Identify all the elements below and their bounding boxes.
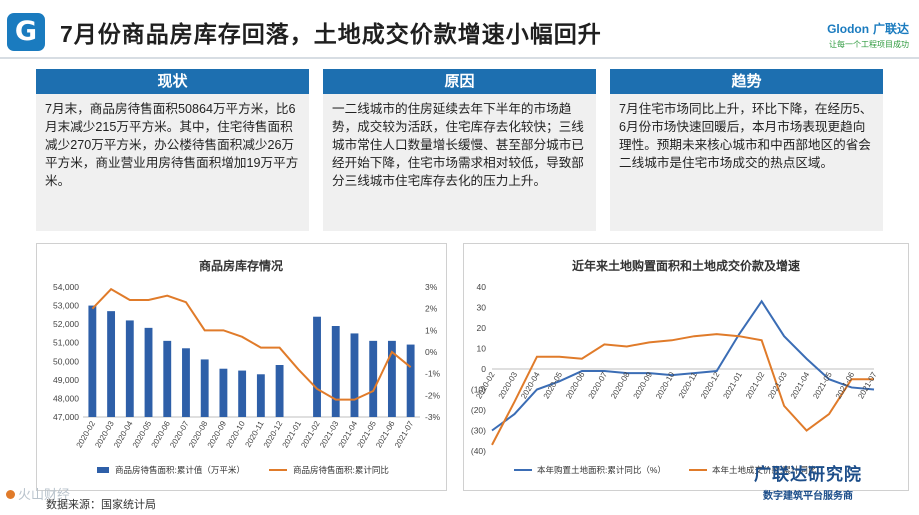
series-line-yoy <box>91 287 412 401</box>
y-tick-left: 50,000 <box>53 356 79 366</box>
chart-title: 商品房库存情况 <box>199 258 283 273</box>
y-tick: (20) <box>471 405 486 415</box>
inventory-chart: 商品房库存情况 47,000 48,000 49,000 50,000 51,000 52,… <box>53 258 441 475</box>
bar <box>387 340 396 417</box>
y-tick: 20 <box>477 323 487 333</box>
y-tick: 10 <box>477 344 487 354</box>
legend-label: 商品房待售面积:累计值（万平米） <box>115 465 245 475</box>
brand-slogan: 让每一个工程项目成功 <box>829 40 909 49</box>
bar <box>107 311 116 417</box>
y-tick-left: 52,000 <box>53 319 79 329</box>
y-tick-left: 54,000 <box>53 282 79 292</box>
x-tick: 2020-03 <box>497 370 520 400</box>
bar <box>182 348 190 417</box>
y-tick-right: 3% <box>425 282 438 292</box>
x-tick: 2021-04 <box>789 370 812 400</box>
y-tick-right: 2% <box>425 304 438 314</box>
x-tick: 2021-05 <box>811 370 834 400</box>
x-tick: 2020-06 <box>564 370 587 400</box>
y-tick: 40 <box>477 282 487 292</box>
watermark-icon <box>6 490 15 499</box>
x-tick: 2021-01 <box>721 370 744 400</box>
bar <box>88 305 97 417</box>
legend-label: 商品房待售面积:累计同比 <box>293 465 389 475</box>
y-tick-right: -2% <box>425 390 441 400</box>
x-tick: 2020-05 <box>542 370 565 400</box>
y-tick-left: 49,000 <box>53 375 79 385</box>
bar <box>369 340 378 417</box>
bar <box>313 316 321 417</box>
y-tick-right: 0% <box>425 347 438 357</box>
y-tick: (10) <box>471 385 486 395</box>
data-source: 数据来源：国家统计局 <box>46 499 156 511</box>
title-divider <box>0 57 919 59</box>
legend-label: 本年土地成交价款:累计同比 <box>712 465 816 475</box>
series-line-area <box>491 299 875 432</box>
x-tick: 2021-02 <box>744 370 767 400</box>
y-tick-left: 51,000 <box>53 338 79 348</box>
card-text: 7月末，商品房待售面积50864万平方米，比6月末减少215万平方米。其中，住宅… <box>45 102 299 188</box>
chart-title: 近年来土地购置面积和土地成交价款及增速 <box>572 258 800 273</box>
brand: Glodon 广联达 让每一个工程项目成功 <box>827 20 909 50</box>
y-tick-left: 48,000 <box>53 393 79 403</box>
y-tick: 30 <box>477 303 487 313</box>
brand-cn: 广联达 <box>872 22 909 36</box>
bar <box>125 320 134 417</box>
inventory-chart-panel: 商品房库存情况 47,000 48,000 49,000 50,000 51,000 52,… <box>36 243 447 491</box>
legend-label: 本年购置土地面积:累计同比（%） <box>537 465 666 475</box>
series-line-price <box>491 333 874 446</box>
bar <box>200 359 209 417</box>
card-status: 现状 7月末，商品房待售面积50864万平方米，比6月末减少215万平方米。其中… <box>36 69 309 231</box>
bar <box>406 344 415 417</box>
page-title: 7月份商品房库存回落，土地成交价款增速小幅回升 <box>60 21 602 47</box>
logo-icon: G <box>7 13 45 51</box>
watermark-right-sub: 数字建筑平台服务商 <box>763 491 853 502</box>
bar <box>219 368 228 417</box>
card-reason: 原因 一二线城市的住房延续去年下半年的市场趋势，成交较为活跃，住宅库存去化较快；… <box>323 69 596 231</box>
x-tick: 2021-07 <box>393 419 416 449</box>
y-tick-left: 47,000 <box>53 412 79 422</box>
land-chart: 近年来土地购置面积和土地成交价款及增速 (40) (30) (20) (10) 0 10 20… <box>471 258 879 475</box>
brand-name: Glodon <box>827 22 870 36</box>
y-tick-right: -3% <box>425 412 441 422</box>
bar <box>256 374 265 417</box>
card-heading: 原因 <box>323 69 596 94</box>
x-tick: 2020-12 <box>699 370 722 400</box>
card-text: 一二线城市的住房延续去年下半年的市场趋势，成交较为活跃，住宅库存去化较快；三线城… <box>332 102 584 188</box>
watermark-right-name: 广联达研究院 <box>754 465 862 484</box>
bar <box>350 333 359 417</box>
land-chart-panel: 近年来土地购置面积和土地成交价款及增速 (40) (30) (20) (10) 0 10 20… <box>463 243 909 491</box>
x-tick: 2020-07 <box>587 370 610 400</box>
watermark-left: 火山财经 <box>6 484 70 503</box>
x-tick: 2021-07 <box>856 370 879 400</box>
y-tick: (40) <box>471 446 486 456</box>
watermark-right: 广联达研究院 数字建筑平台服务商 <box>720 460 896 502</box>
bar <box>238 370 247 417</box>
y-tick: 0 <box>481 364 486 374</box>
y-tick-right: 1% <box>425 325 438 335</box>
card-text: 7月住宅市场同比上升，环比下降，在经历5、6月份市场快速回暖后，本月市场表现更趋… <box>619 102 873 170</box>
bar <box>144 327 153 417</box>
watermark-left-text: 火山财经 <box>18 487 71 502</box>
bar <box>163 340 172 417</box>
bar <box>275 365 284 417</box>
y-tick-right: -1% <box>425 369 441 379</box>
y-tick-left: 53,000 <box>53 301 79 311</box>
card-heading: 现状 <box>36 69 309 94</box>
x-tick: 2021-03 <box>766 370 789 400</box>
card-heading: 趋势 <box>610 69 883 94</box>
x-tick: 2021-06 <box>834 370 857 400</box>
x-tick: 2020-08 <box>609 370 632 400</box>
card-trend: 趋势 7月住宅市场同比上升，环比下降，在经历5、6月份市场快速回暖后，本月市场表… <box>610 69 883 231</box>
y-tick: (30) <box>471 426 486 436</box>
legend-swatch-bar <box>97 467 109 473</box>
x-tick: 2020-09 <box>632 370 655 400</box>
bar <box>331 326 340 417</box>
